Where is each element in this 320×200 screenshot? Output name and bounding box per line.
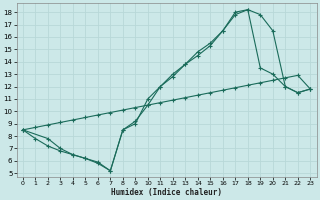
- X-axis label: Humidex (Indice chaleur): Humidex (Indice chaleur): [111, 188, 222, 197]
